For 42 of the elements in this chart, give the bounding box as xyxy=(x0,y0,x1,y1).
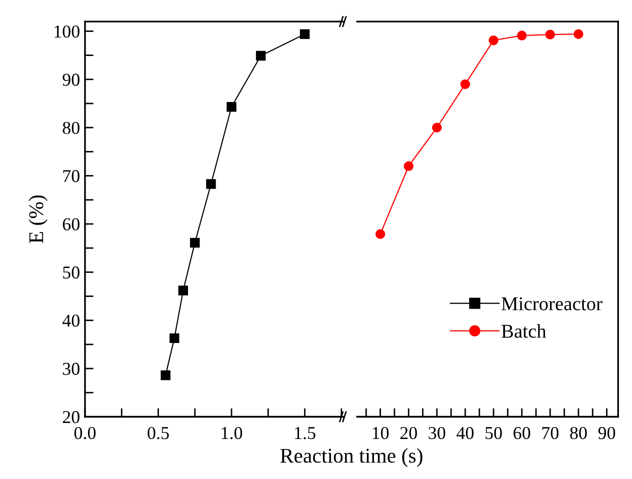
y-tick-label: 20 xyxy=(62,410,80,424)
point xyxy=(178,286,188,296)
x-tick-label: 70 xyxy=(542,426,558,440)
point xyxy=(170,333,180,344)
x-tick-label: 50 xyxy=(486,426,502,440)
x-tick-label: 20 xyxy=(400,426,417,440)
point xyxy=(206,179,216,189)
y-tick-label: 100 xyxy=(54,25,80,38)
y-axis-title: E (%) xyxy=(28,195,48,244)
point xyxy=(460,79,470,90)
point xyxy=(404,161,414,171)
y-tick-label: 50 xyxy=(63,266,80,279)
legend-label: Microreactor xyxy=(502,297,602,310)
x-tick-label: 90 xyxy=(598,426,616,440)
x-tick-label: 0.5 xyxy=(148,426,169,440)
y-tick-label: 80 xyxy=(62,122,80,134)
point xyxy=(574,29,584,39)
point xyxy=(545,30,556,40)
point xyxy=(226,102,236,112)
x-tick-label: 10 xyxy=(372,426,389,440)
point xyxy=(300,29,310,39)
x-axis-title: Reaction time (s) xyxy=(280,448,422,468)
x-tick-label: 30 xyxy=(428,426,446,440)
legend-label: Batch xyxy=(502,324,546,338)
y-tick-label: 90 xyxy=(62,74,80,86)
point xyxy=(190,238,200,248)
point xyxy=(432,122,442,132)
x-tick-label: 80 xyxy=(570,426,587,440)
x-tick-label: 1.5 xyxy=(295,427,316,440)
x-tick-label: 0.0 xyxy=(74,426,96,440)
point xyxy=(516,30,527,40)
y-tick-label: 30 xyxy=(62,362,80,375)
x-tick-label: 1.0 xyxy=(222,426,242,440)
y-tick-label: 60 xyxy=(62,218,80,230)
point xyxy=(375,229,386,239)
y-tick-label: 70 xyxy=(63,170,80,182)
point xyxy=(256,50,266,61)
x-tick-label: 40 xyxy=(456,426,474,440)
point xyxy=(160,370,170,380)
y-tick-label: 40 xyxy=(62,314,80,327)
x-tick-label: 60 xyxy=(514,426,530,440)
point xyxy=(488,35,498,46)
